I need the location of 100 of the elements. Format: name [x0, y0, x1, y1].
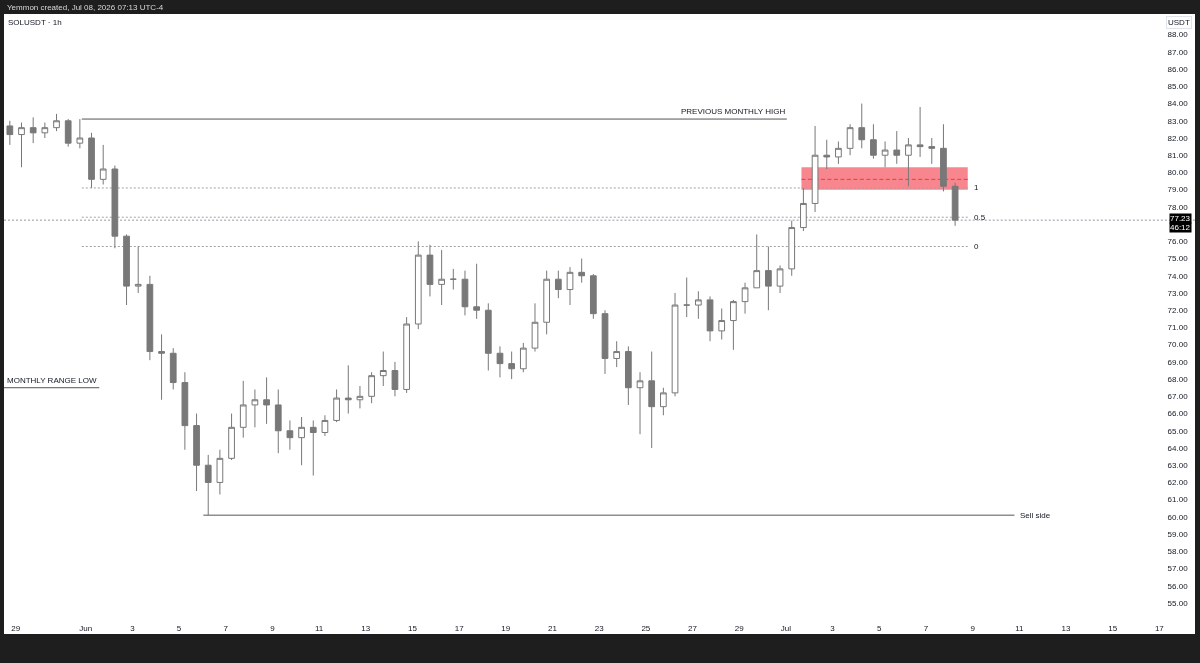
candlestick: [881, 140, 889, 168]
series-label: 1: [974, 183, 979, 192]
candlestick: [239, 380, 247, 439]
x-tick-label: 7: [223, 624, 229, 633]
candlestick: [193, 413, 200, 492]
candlestick: [158, 333, 165, 401]
x-tick-label: 13: [1061, 624, 1071, 633]
y-tick-label: 66.00: [1167, 409, 1189, 419]
candlestick: [379, 351, 387, 387]
candlestick: [368, 371, 375, 404]
x-tick-label: 17: [1154, 624, 1165, 633]
y-tick-label: 68.00: [1167, 374, 1189, 384]
candlestick: [846, 123, 854, 156]
y-tick-label: 63.00: [1167, 461, 1189, 471]
y-tick-label: 67.00: [1167, 392, 1189, 402]
candlestick: [823, 139, 831, 170]
x-tick-label: 9: [970, 624, 976, 633]
candlestick: [216, 449, 224, 495]
candlestick: [449, 268, 457, 291]
x-tick-label: 3: [130, 624, 136, 633]
candlestick: [204, 454, 212, 516]
y-tick-label: 62.00: [1167, 478, 1189, 488]
series-label: MONTHLY RANGE LOW: [7, 376, 97, 385]
candlestick: [41, 122, 49, 139]
ref-line-label: 77.23: [1170, 214, 1191, 223]
candlestick: [473, 263, 480, 320]
candlestick: [624, 345, 632, 406]
text: SOLUSDT · 1h: [8, 17, 62, 27]
y-tick-label: 71.00: [1167, 323, 1189, 333]
y-tick-label: 60.00: [1167, 512, 1189, 522]
y-tick-label: 70.00: [1167, 340, 1189, 350]
y-tick-label: 65.00: [1167, 426, 1189, 436]
candlestick: [730, 299, 737, 351]
y-tick-label: 84.00: [1167, 99, 1189, 109]
y-tick-label: 55.00: [1167, 598, 1189, 608]
candlestick: [356, 385, 364, 409]
candlestick: [391, 361, 399, 397]
y-tick-label: 61.00: [1167, 495, 1189, 505]
candlestick: [811, 125, 819, 213]
candlestick: [76, 118, 84, 149]
x-tick-label: 19: [501, 624, 511, 633]
candlestick: [543, 270, 551, 335]
candlestick: [228, 413, 235, 461]
candlestick: [905, 137, 912, 187]
candlestick: [601, 309, 609, 375]
candlestick: [776, 264, 784, 294]
candlestick: [18, 122, 25, 168]
x-tick-label: 3: [830, 624, 836, 633]
series-label: Sell side: [1020, 511, 1051, 520]
x-tick-label: 11: [1015, 624, 1024, 633]
y-tick-label: 85.00: [1167, 82, 1189, 92]
candlestick: [123, 233, 130, 306]
x-tick-label: 21: [548, 624, 558, 633]
y-tick-label: 74.00: [1167, 271, 1189, 281]
y-tick-label: 56.00: [1167, 581, 1189, 591]
candlestick: [741, 282, 749, 315]
candlestick: [508, 351, 516, 380]
x-tick-label: 29: [734, 624, 745, 633]
candlestick: [928, 137, 936, 165]
candlestick: [519, 342, 527, 373]
x-tick-label: 9: [270, 624, 276, 633]
candlestick: [99, 144, 107, 185]
candlestick: [403, 316, 410, 394]
candlestick: [286, 419, 294, 451]
candlestick: [438, 249, 445, 306]
series-label: PREVIOUS MONTHLY HIGH: [681, 107, 786, 116]
candlestick: [753, 233, 761, 289]
y-tick-label: 81.00: [1167, 151, 1189, 161]
candlestick: [6, 120, 14, 146]
candlestick: [554, 270, 562, 299]
x-tick-label: Jun: [79, 624, 93, 633]
x-tick-label: 15: [408, 624, 418, 633]
candlestick: [531, 302, 539, 353]
x-tick-label: 15: [1108, 624, 1118, 633]
candlestick: [613, 340, 621, 368]
candlestick: [940, 123, 947, 192]
x-tick-label: 17: [454, 624, 465, 633]
candlestick: [636, 371, 644, 435]
candlestick: [426, 244, 434, 297]
text: Yemmon created, Jul 08, 2026 07:13 UTC-4: [7, 3, 164, 12]
candlestick: [683, 277, 691, 318]
x-tick-label: 7: [923, 624, 929, 633]
x-tick-label: 5: [176, 624, 182, 633]
candlestick: [800, 187, 807, 232]
candlestick: [870, 123, 877, 160]
y-tick-label: 82.00: [1167, 133, 1189, 143]
x-tick-label: 11: [314, 624, 324, 633]
candlestick: [706, 295, 714, 342]
candlestick: [111, 165, 119, 249]
x-tick-label: 23: [594, 624, 605, 633]
candlestick: [765, 246, 772, 311]
candlestick: [718, 308, 726, 340]
candlestick: [263, 376, 270, 425]
candlestick: [648, 351, 656, 449]
x-tick-label: Jul: [780, 624, 792, 633]
x-tick-label: 27: [688, 624, 698, 633]
x-tick-label: 13: [361, 624, 371, 633]
y-tick-label: 69.00: [1167, 357, 1189, 367]
y-tick-label: 86.00: [1167, 64, 1189, 74]
y-tick-label: 87.00: [1167, 47, 1189, 57]
